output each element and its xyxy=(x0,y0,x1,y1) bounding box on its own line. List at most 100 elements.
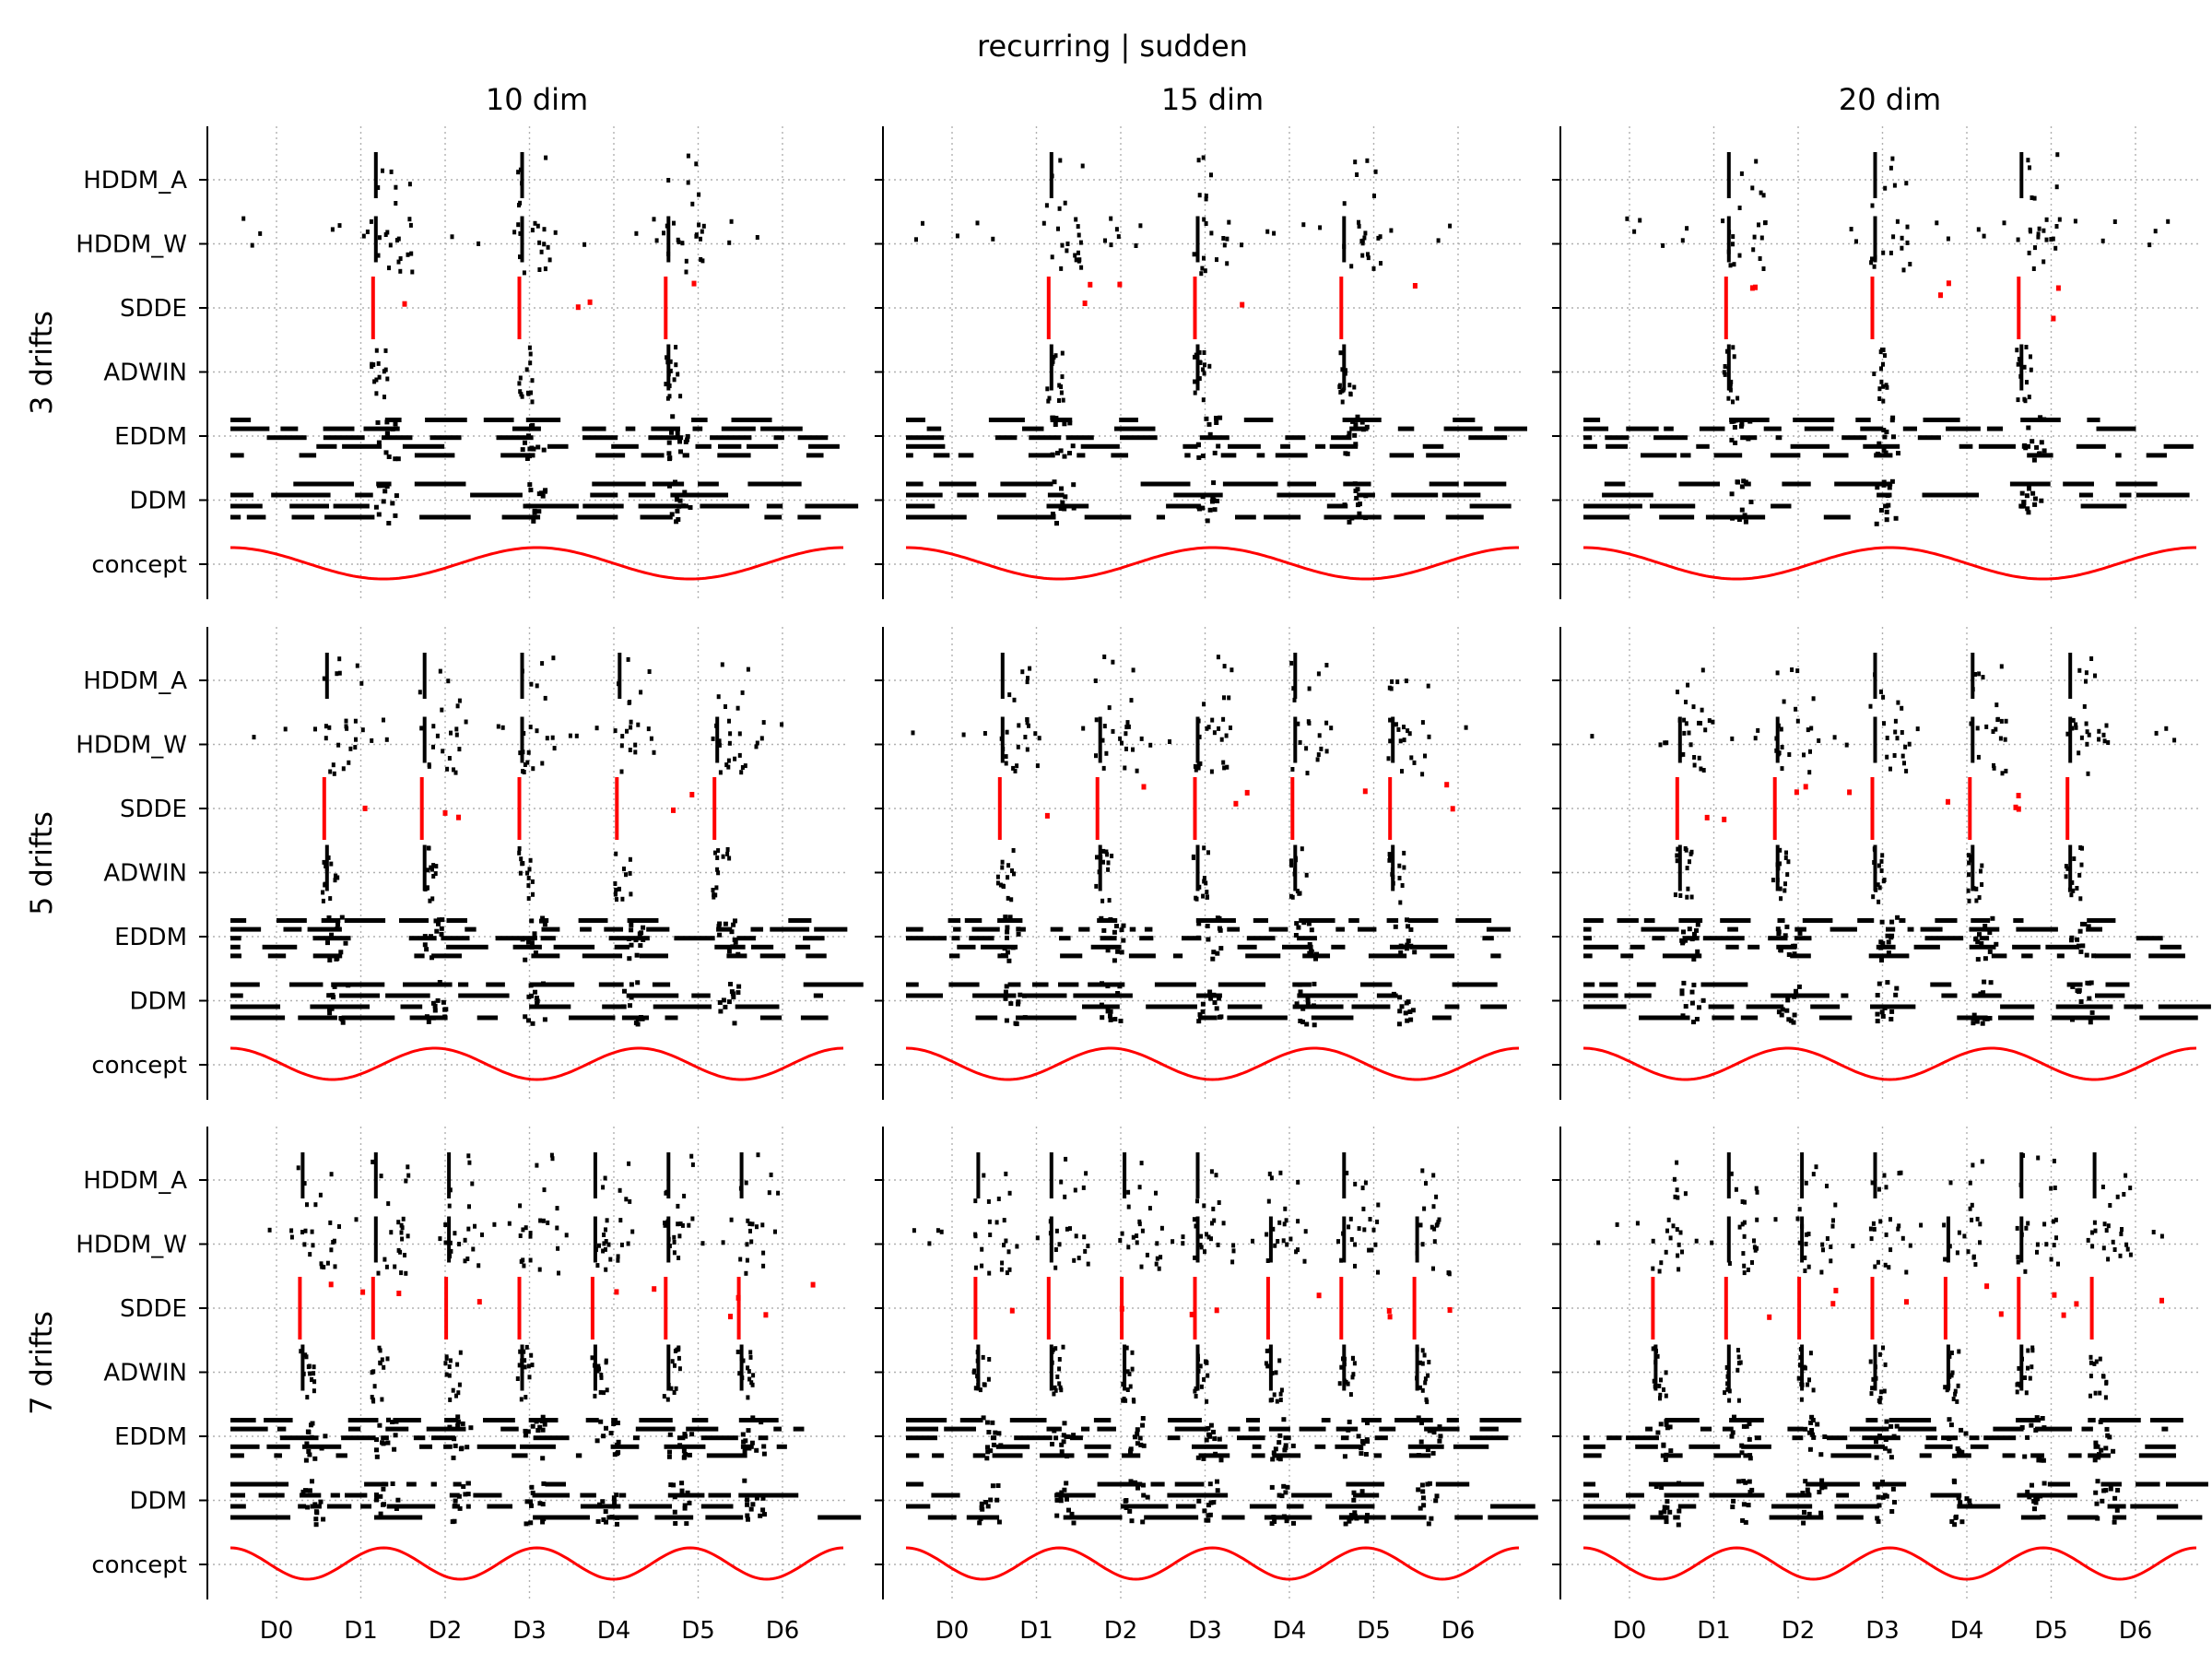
detector-mark xyxy=(312,953,343,959)
sdde-detection xyxy=(1803,784,1808,790)
detector-mark xyxy=(1984,1016,1990,1021)
detector-mark xyxy=(1953,1515,1959,1520)
detector-mark xyxy=(1192,1217,1196,1222)
detector-mark xyxy=(436,921,441,926)
detector-mark xyxy=(912,1228,916,1233)
detector-mark xyxy=(1688,1444,1721,1449)
detector-mark xyxy=(665,355,669,360)
detector-mark xyxy=(1898,1426,1936,1432)
detector-mark xyxy=(1908,1243,1912,1248)
detector-mark xyxy=(1315,443,1326,449)
detector-mark xyxy=(1729,437,1735,443)
detector-mark xyxy=(1406,938,1411,944)
detector-mark xyxy=(1970,1202,1974,1208)
detector-mark xyxy=(329,932,335,938)
detector-mark xyxy=(396,236,401,242)
detector-mark xyxy=(717,453,751,458)
detector-mark xyxy=(676,1203,680,1209)
detector-mark xyxy=(1054,1228,1059,1233)
detector-mark xyxy=(386,1201,391,1207)
detector-mark xyxy=(454,1393,458,1398)
detector-mark xyxy=(1307,942,1312,947)
detector-mark xyxy=(1214,1173,1218,1178)
detector-mark xyxy=(1246,1418,1260,1422)
detector-mark xyxy=(518,750,523,756)
detector-mark xyxy=(540,1427,546,1433)
detector-mark xyxy=(1228,443,1261,449)
detector-mark xyxy=(1192,252,1196,257)
detector-mark xyxy=(652,217,656,222)
detector-mark xyxy=(1047,492,1065,498)
detector-mark xyxy=(677,503,682,509)
detector-mark xyxy=(678,449,683,454)
detector-mark xyxy=(230,453,244,458)
detector-mark xyxy=(450,234,454,240)
detector-mark xyxy=(2095,1516,2100,1521)
detector-mark xyxy=(393,456,398,462)
sdde-detection xyxy=(1386,1307,1392,1314)
detector-mark xyxy=(674,497,679,502)
detector-mark xyxy=(1300,846,1304,852)
detector-mark xyxy=(2106,740,2111,745)
detector-mark xyxy=(518,230,523,236)
detector-mark xyxy=(1875,1484,1880,1490)
detector-mark xyxy=(2075,886,2079,891)
detector-mark xyxy=(1876,1259,1880,1265)
detector-mark xyxy=(2166,218,2171,224)
detector-mark xyxy=(1875,451,1880,456)
detector-mark xyxy=(250,242,254,248)
detector-mark xyxy=(1889,478,1895,484)
detector-mark xyxy=(466,1153,471,1159)
detector-mark xyxy=(1775,670,1780,676)
detector-mark xyxy=(530,1363,535,1368)
detector-mark xyxy=(1736,1361,1741,1366)
detector-mark xyxy=(1635,1444,1658,1449)
detector-mark xyxy=(1023,735,1028,739)
detector-mark xyxy=(724,704,727,709)
detector-mark xyxy=(1697,1005,1701,1010)
detector-mark xyxy=(1059,486,1064,491)
detector-mark xyxy=(1792,1012,1797,1018)
sdde-detection xyxy=(1120,1277,1124,1339)
detector-mark xyxy=(1796,984,1802,989)
detector-mark xyxy=(542,1422,547,1427)
detector-mark xyxy=(1434,1194,1439,1199)
detector-mark xyxy=(1750,185,1755,191)
detector-mark xyxy=(1806,1264,1811,1269)
detector-mark xyxy=(382,435,413,441)
detector-mark xyxy=(803,936,825,941)
detector-mark xyxy=(2112,1495,2118,1501)
detector-mark xyxy=(2094,953,2131,959)
detector-mark xyxy=(530,1423,535,1429)
detector-mark xyxy=(289,982,324,987)
detector-mark xyxy=(1884,1185,1888,1190)
detector-mark xyxy=(1415,1216,1419,1263)
detector-mark xyxy=(1883,185,1888,191)
detector-mark xyxy=(1059,1387,1064,1393)
detector-mark xyxy=(1769,1515,1824,1520)
detector-mark xyxy=(1374,1435,1388,1441)
detector-mark xyxy=(1888,165,1893,171)
detector-mark xyxy=(1207,989,1213,995)
detector-mark xyxy=(2070,726,2075,731)
detector-mark xyxy=(665,1397,670,1402)
detector-mark xyxy=(1329,443,1359,449)
detector-mark xyxy=(1883,1437,1888,1442)
detector-mark xyxy=(921,220,924,226)
detector-mark xyxy=(2015,1225,2019,1231)
sdde-detection xyxy=(2017,277,2021,339)
detector-mark xyxy=(742,1448,747,1454)
detector-mark xyxy=(679,1481,685,1486)
detector-mark xyxy=(748,1228,752,1233)
detector-mark xyxy=(1337,1381,1342,1387)
detector-mark xyxy=(1373,1453,1382,1458)
detector-mark xyxy=(700,1435,738,1441)
detector-mark xyxy=(326,1504,352,1509)
detector-mark xyxy=(1971,1021,1976,1026)
detector-mark xyxy=(1144,926,1153,932)
detector-mark xyxy=(1356,1434,1361,1439)
detector-mark xyxy=(733,918,737,924)
detector-mark xyxy=(1343,1521,1348,1527)
detector-mark xyxy=(371,1398,376,1404)
